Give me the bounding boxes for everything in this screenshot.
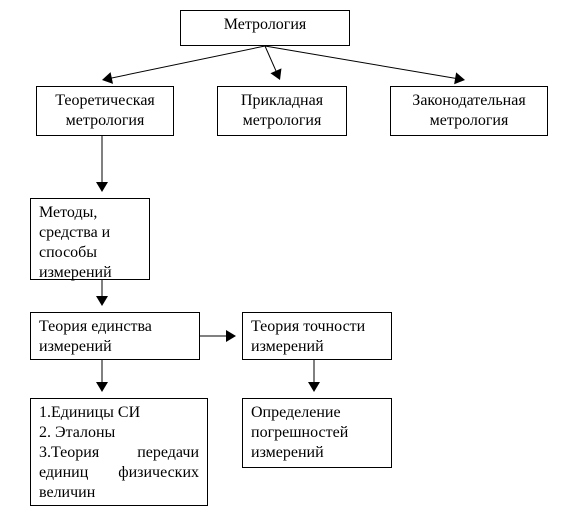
node-theoretical-label: Теоретическая метрология (55, 92, 155, 129)
node-methods-label: Методы, средства и способы измерений (39, 204, 112, 281)
node-theoretical: Теоретическая метрология (36, 86, 174, 136)
node-errors-label: Определение погрешностей измерений (251, 404, 348, 461)
node-root-label: Метрология (224, 16, 307, 33)
node-applied-label: Прикладная метрология (241, 92, 323, 129)
node-errors: Определение погрешностей измерений (242, 398, 392, 468)
node-accuracy-label: Теория точности измерений (251, 318, 365, 355)
node-root: Метрология (180, 10, 350, 46)
node-legal-label: Законодательная метрология (412, 92, 525, 129)
node-applied: Прикладная метрология (217, 86, 347, 136)
node-methods: Методы, средства и способы измерений (30, 198, 150, 280)
node-si: 1.Единицы СИ 2. Эталоны 3.Теория передач… (30, 398, 208, 506)
node-unity: Теория единства измерений (30, 312, 200, 360)
node-legal: Законодательная метрология (390, 86, 548, 136)
node-si-label: 1.Единицы СИ 2. Эталоны 3.Теория передач… (39, 404, 199, 501)
node-unity-label: Теория единства измерений (39, 318, 152, 355)
node-accuracy: Теория точности измерений (242, 312, 392, 360)
diagram-canvas: Метрология Теоретическая метрология Прик… (0, 0, 579, 519)
